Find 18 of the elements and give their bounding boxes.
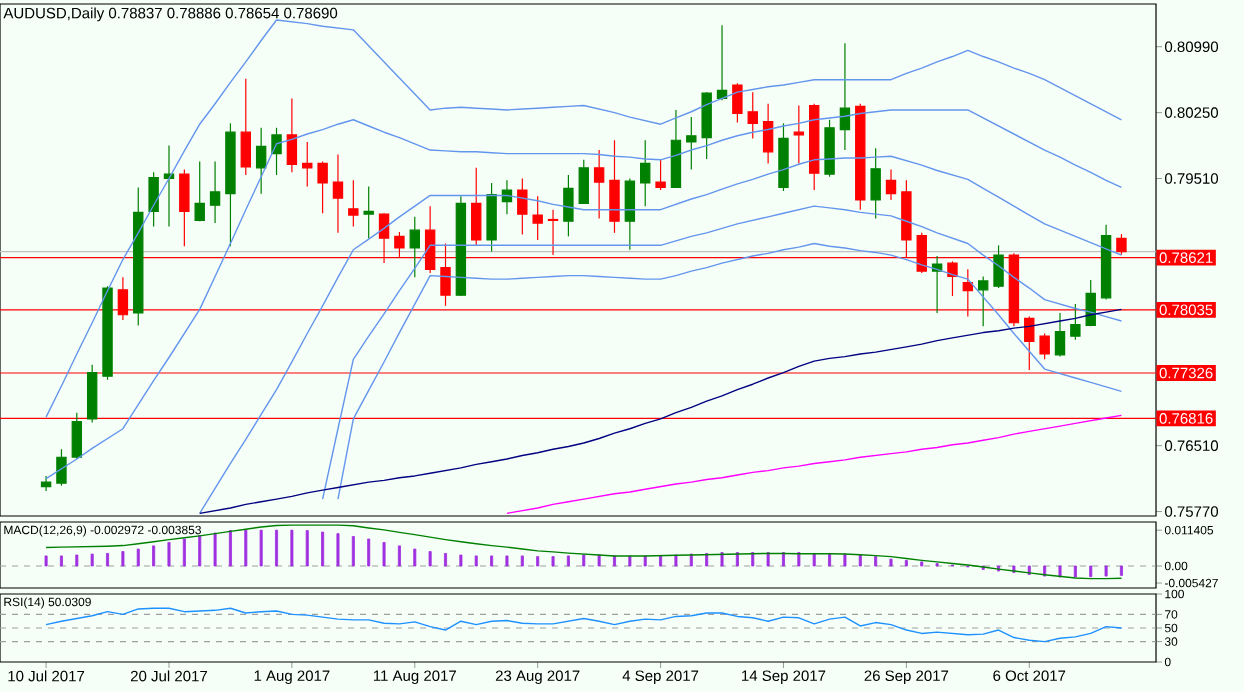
candlestick xyxy=(363,185,374,239)
candlestick xyxy=(286,97,298,173)
candlestick xyxy=(1100,224,1112,301)
candlestick xyxy=(332,153,344,234)
candlestick xyxy=(686,116,697,171)
candlestick xyxy=(701,92,712,160)
candlestick xyxy=(624,177,636,251)
candlestick xyxy=(302,141,313,188)
candlestick xyxy=(793,104,805,164)
candlestick xyxy=(870,147,881,220)
candlestick xyxy=(593,149,605,220)
candlestick xyxy=(1054,312,1066,358)
candlestick xyxy=(255,127,267,195)
candlestick xyxy=(209,161,221,224)
candlestick xyxy=(977,275,989,327)
candlestick xyxy=(640,139,651,207)
candlestick xyxy=(885,169,897,201)
candlestick xyxy=(762,103,774,164)
